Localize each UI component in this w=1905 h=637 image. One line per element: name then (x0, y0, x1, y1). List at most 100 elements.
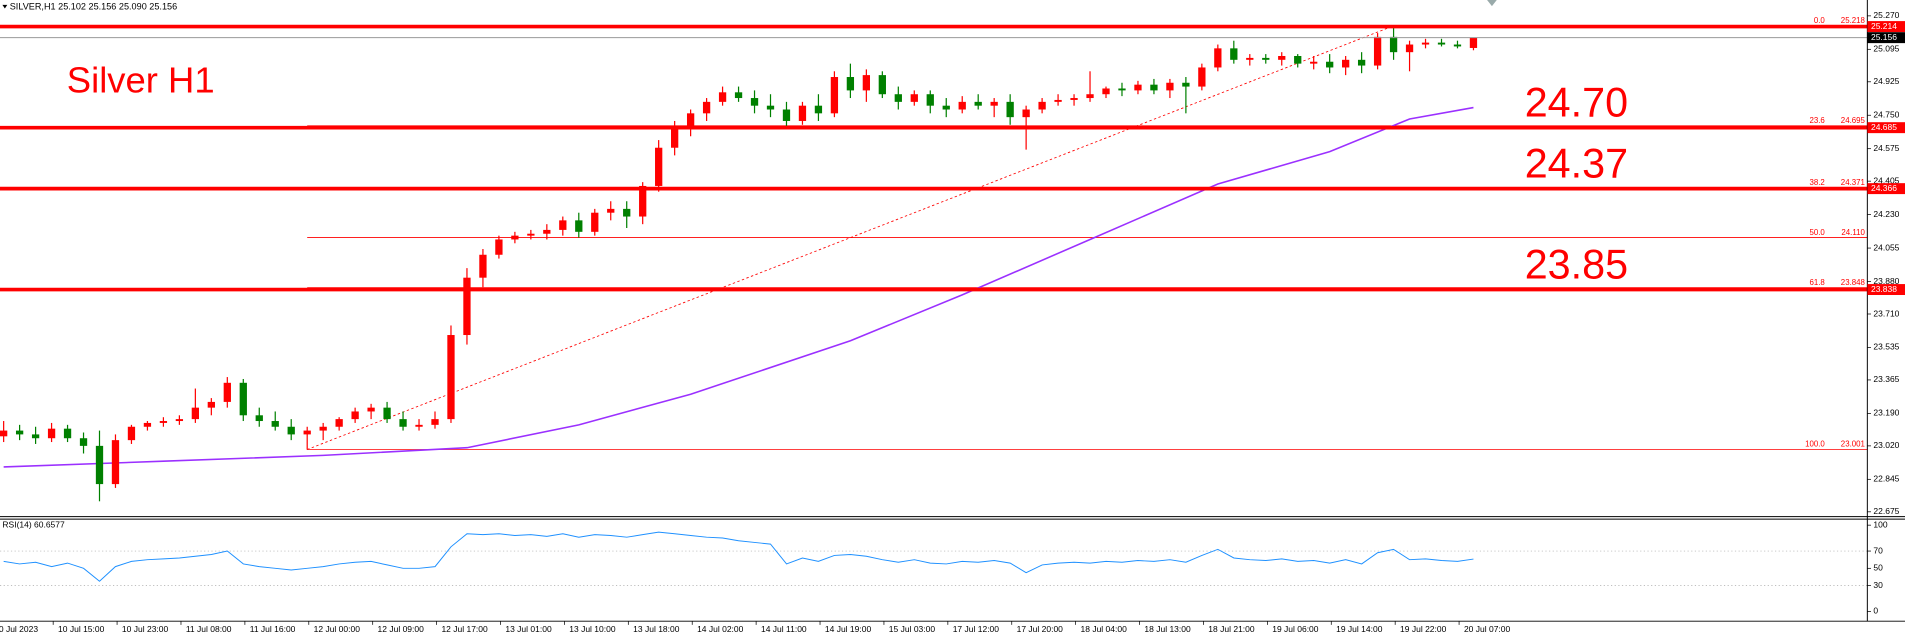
x-tick-label: 14 Jul 11:00 (761, 624, 807, 634)
candle-body (479, 254, 487, 278)
candle-body (702, 101, 711, 114)
candle-body (1278, 55, 1286, 60)
candle-body (255, 415, 263, 422)
candle-body (718, 92, 727, 102)
x-tick-label: 11 Jul 08:00 (186, 624, 232, 634)
candle-body (1086, 94, 1094, 99)
fib-price: 24.110 (1841, 228, 1865, 237)
candle-body (399, 419, 407, 427)
x-tick-label: 18 Jul 13:00 (1144, 624, 1191, 634)
x-tick-label: 17 Jul 12:00 (953, 624, 1000, 634)
rsi-title: RSI(14) (2, 519, 31, 529)
candle-body (383, 407, 391, 420)
candle-body (942, 105, 950, 110)
candle-body (1006, 101, 1014, 118)
x-tick-label: 10 Jul 2023 (0, 624, 38, 634)
candle-body (79, 438, 88, 446)
candle-body (511, 235, 519, 240)
y-tick-label: 25.095 (1873, 44, 1899, 54)
candle-body (782, 109, 791, 121)
fib-ratio: 23.6 (1809, 116, 1825, 125)
candle-body (846, 77, 855, 91)
candle-body (335, 419, 343, 427)
y-tick-label: 23.535 (1873, 342, 1899, 352)
candle-body (1405, 44, 1414, 53)
bid-price-box (1867, 32, 1905, 44)
x-tick-label: 10 Jul 23:00 (122, 624, 169, 634)
candle-body (431, 419, 439, 425)
candle-body (159, 421, 168, 423)
candle-body (686, 113, 695, 129)
candle-body (1326, 61, 1334, 68)
level-price-label: 24.366 (1871, 183, 1897, 193)
candle-body (95, 445, 104, 485)
rsi-tick-label: 0 (1873, 606, 1878, 616)
candle-body (1118, 88, 1126, 91)
candle-body (207, 401, 215, 408)
y-tick-label: 24.230 (1873, 209, 1899, 219)
x-tick-label: 18 Jul 21:00 (1208, 624, 1255, 634)
candle-body (958, 101, 966, 110)
fib-ratio: 38.2 (1809, 178, 1824, 187)
level-price-box (1867, 21, 1905, 33)
level-price-box (1867, 183, 1905, 195)
candle-body (607, 208, 615, 213)
candle-body (223, 382, 231, 402)
candle-body (47, 428, 56, 439)
candle-body (830, 77, 839, 114)
candle-body (1262, 57, 1270, 60)
candle-body (63, 428, 72, 439)
chart-header: SILVER,H1 25.102 25.156 25.090 25.156 (10, 2, 177, 12)
candle-body (1421, 42, 1430, 45)
level-price-box (1867, 284, 1905, 296)
candle-body (1246, 57, 1254, 60)
candle-body (623, 208, 631, 217)
fib-price: 25.218 (1841, 16, 1866, 25)
candle-body (862, 75, 871, 91)
y-tick-label: 23.365 (1873, 374, 1899, 384)
fib-ratio: 50.0 (1809, 228, 1825, 237)
candle-body (1230, 48, 1238, 60)
rsi-tick-label: 30 (1873, 580, 1883, 590)
candle-body (1389, 36, 1398, 53)
candle-body (1070, 98, 1078, 100)
candle-body (671, 128, 679, 148)
level-annotation: 23.85 (1525, 242, 1628, 288)
x-tick-label: 12 Jul 09:00 (378, 624, 425, 634)
candle-body (639, 185, 647, 217)
level-price-label: 24.685 (1871, 122, 1897, 132)
candle-body (1038, 101, 1046, 110)
fib-price: 24.371 (1841, 178, 1865, 187)
candle-body (798, 105, 807, 121)
candle-body (1166, 82, 1174, 91)
candle-body (894, 94, 902, 102)
candle-body (591, 212, 599, 232)
candle-body (175, 419, 184, 422)
candle-body (127, 426, 136, 441)
candle-body (415, 424, 423, 427)
candle-body (463, 277, 471, 336)
y-tick-label: 24.405 (1873, 175, 1899, 185)
candle-body (559, 220, 567, 230)
moving-average (3, 106, 1474, 468)
fib-ratio: 0.0 (1814, 16, 1826, 25)
candle-body (15, 430, 24, 435)
x-tick-label: 19 Jul 22:00 (1400, 624, 1447, 634)
candle-body (447, 335, 455, 420)
candle-body (1134, 84, 1142, 91)
shift-marker (1487, 0, 1497, 7)
candle-body (1310, 61, 1318, 64)
x-tick-label: 19 Jul 14:00 (1336, 624, 1383, 634)
x-tick-label: 14 Jul 19:00 (825, 624, 872, 634)
x-tick-label: 14 Jul 02:00 (697, 624, 744, 634)
y-tick-label: 22.845 (1873, 474, 1899, 484)
y-tick-label: 22.675 (1873, 506, 1899, 516)
candle-body (1453, 44, 1462, 47)
candle-body (303, 430, 311, 435)
candle-body (655, 147, 663, 186)
candle-body (926, 94, 934, 106)
x-tick-label: 13 Jul 18:00 (633, 624, 680, 634)
candle-body (1102, 88, 1110, 95)
